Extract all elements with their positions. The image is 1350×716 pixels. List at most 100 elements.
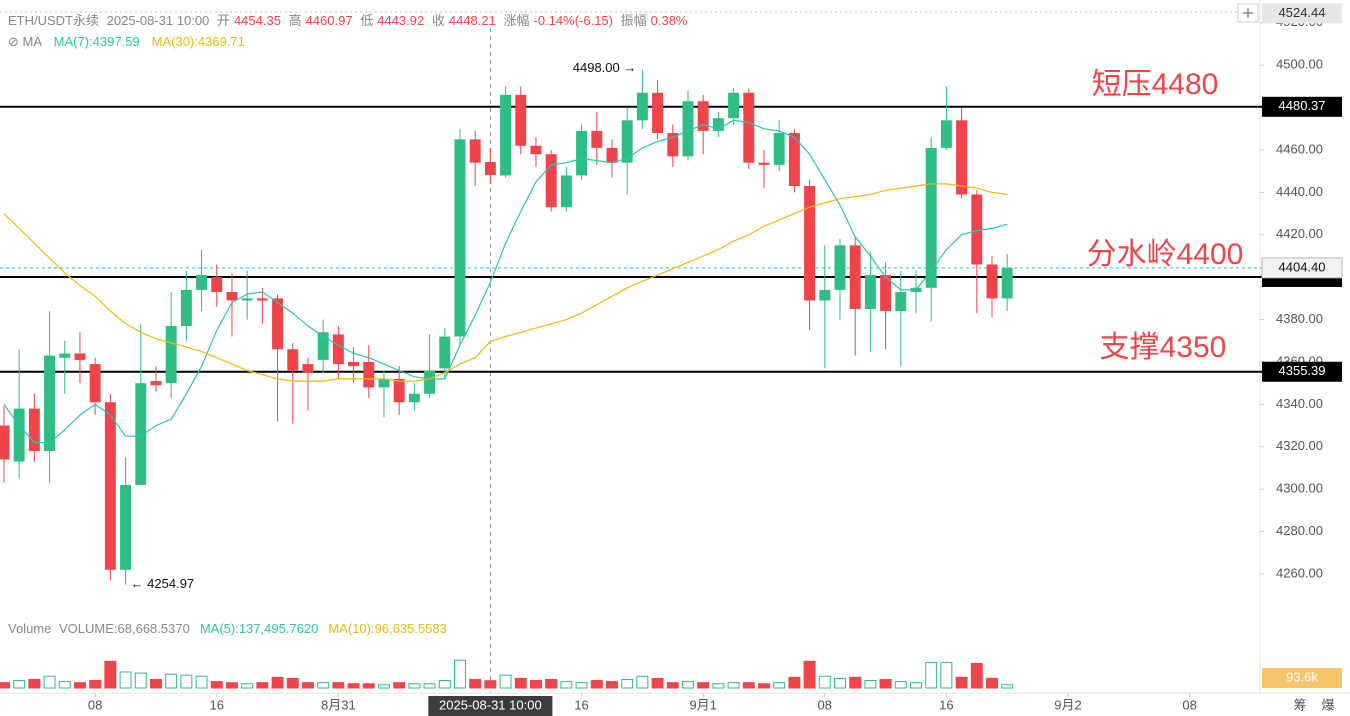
volume-axis-box <box>1262 668 1342 689</box>
volume-item: VOLUME:68,668.5370 <box>59 621 194 636</box>
volume-bar <box>758 683 770 689</box>
candle-body <box>545 154 557 208</box>
volume-bar <box>317 682 330 689</box>
volume-bar <box>58 681 71 689</box>
candle-body <box>180 289 192 326</box>
candle-body <box>743 92 755 163</box>
candle-body <box>560 175 572 208</box>
volume-value: 137,495.7620 <box>238 621 319 636</box>
x-tick-label: 08 <box>88 697 102 712</box>
header-row: ETH/USDT永续 2025-08-31 10:00 开 4454.35 高 44… <box>8 10 692 29</box>
candle-body <box>165 325 177 384</box>
candle-body <box>241 298 253 301</box>
annotation: 短压4480 <box>1092 68 1219 101</box>
volume-bar <box>879 678 892 689</box>
volume-bar <box>894 681 907 689</box>
volume-name: MA(5): <box>199 621 239 636</box>
candle-body <box>226 292 238 301</box>
volume-bar <box>73 682 86 689</box>
volume-bar <box>104 660 117 689</box>
volume-bar <box>834 677 846 689</box>
candle-body <box>728 92 740 119</box>
volume-bar <box>621 678 634 689</box>
candle-body <box>378 378 390 388</box>
candle-body <box>697 101 709 131</box>
candle-body <box>332 334 344 365</box>
y-tick-label: 4300.00 <box>1276 481 1323 496</box>
volume-bar <box>89 680 102 689</box>
time: 2025-08-31 10:00 <box>106 13 210 28</box>
low-marker: ← 4254.97 <box>131 576 195 591</box>
candle-body <box>986 264 998 299</box>
candle-body <box>287 349 299 371</box>
value: 4454.35 <box>233 13 281 28</box>
high-marker: 4498.00 → <box>573 60 637 75</box>
candle-body <box>591 130 603 148</box>
volume-bar <box>818 675 831 689</box>
x-tick-label: 16 <box>574 697 588 712</box>
footer-icon[interactable]: 筹 <box>1293 697 1306 712</box>
candle-body <box>150 381 162 386</box>
y-tick-label: 4460.00 <box>1276 141 1323 156</box>
ma-title[interactable]: ⊘ MA <box>8 34 43 49</box>
candle-body <box>408 393 420 403</box>
annotation: 支撑4350 <box>1100 331 1227 364</box>
candle-body <box>363 361 375 388</box>
x-tick-label: 9月1 <box>689 697 716 712</box>
volume-bar <box>955 676 968 689</box>
level-label: 4480.37 <box>1279 98 1326 113</box>
candle-body <box>712 118 724 131</box>
candle-body <box>804 186 816 301</box>
x-tick-label: 9月2 <box>1054 697 1081 712</box>
volume-bar <box>241 683 254 689</box>
candle-body <box>424 370 436 394</box>
x-tick-label: 16 <box>210 697 224 712</box>
volume-bar <box>742 682 755 689</box>
volume-bar <box>560 681 573 689</box>
volume-legend: Volume VOLUME:68,668.5370 MA(5):137,495.7… <box>8 621 461 636</box>
volume-axis-label: 93.6k <box>1286 669 1318 684</box>
x-tick-label: 8月31 <box>321 697 356 712</box>
x-tick-label: 16 <box>939 697 953 712</box>
volume-bar <box>195 675 208 689</box>
candle-body <box>1001 267 1013 299</box>
ma-legend: ⊘ MA MA(7):4397.59 MA(30):4369.71 <box>8 34 261 50</box>
y-tick-label: 4380.00 <box>1276 311 1323 326</box>
volume-bar <box>408 683 421 689</box>
volume-bar <box>134 672 147 689</box>
volume-bar <box>347 683 360 689</box>
volume-bar <box>697 682 710 689</box>
ma-line <box>3 119 1008 444</box>
footer-icon[interactable]: 爆 <box>1321 697 1334 712</box>
last-price-label: 4404.40 <box>1279 259 1326 274</box>
candle-body <box>530 145 542 155</box>
candle-body <box>44 355 56 452</box>
volume-bar <box>256 682 269 689</box>
symbol: ETH/USDT永续 <box>8 13 100 28</box>
value: 4460.97 <box>305 13 353 28</box>
x-tick-label: 08 <box>1182 697 1196 712</box>
candle-body <box>348 361 360 367</box>
volume-bar <box>788 676 801 689</box>
candle-body <box>956 120 968 195</box>
candle-body <box>834 245 846 290</box>
ma-value: 4397.59 <box>92 34 140 49</box>
volume-name: MA(10): <box>328 621 375 636</box>
volume-bar <box>438 680 451 689</box>
candle-body <box>484 161 496 175</box>
candle-body <box>302 364 314 373</box>
volume-bar <box>453 659 466 689</box>
candle-body <box>28 408 40 452</box>
add-icon <box>1243 8 1253 18</box>
candle-body <box>971 194 983 265</box>
candle-body <box>104 402 116 570</box>
volume-bar <box>727 682 740 689</box>
ma-line <box>3 183 1008 382</box>
candle-body <box>59 353 71 358</box>
volume-bar <box>590 680 603 689</box>
crosshair-box <box>428 696 553 716</box>
volume-bar <box>986 677 998 689</box>
value: -0.14%(-6.15) <box>533 13 613 28</box>
candle-body <box>439 336 451 369</box>
